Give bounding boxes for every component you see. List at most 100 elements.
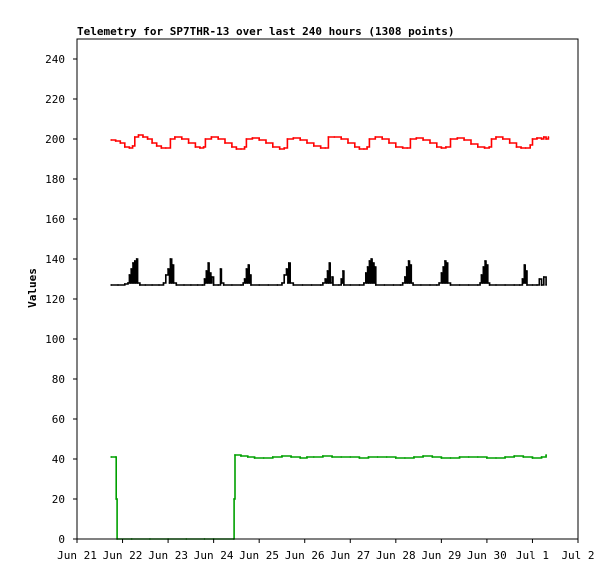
data-point — [190, 284, 192, 286]
data-point — [281, 282, 283, 284]
data-point — [444, 260, 446, 262]
data-point — [276, 284, 279, 286]
data-point — [160, 147, 163, 149]
data-point — [488, 146, 491, 148]
data-point — [131, 282, 134, 284]
data-point — [170, 282, 173, 284]
data-point — [479, 282, 481, 284]
data-point — [172, 282, 175, 284]
data-point — [220, 282, 223, 284]
data-point — [319, 284, 322, 286]
data-point — [319, 147, 322, 149]
data-point — [151, 142, 154, 144]
x-tick-label: Jun 30 — [467, 549, 507, 562]
data-point — [144, 284, 147, 286]
x-tick-label: Jun 26 — [285, 549, 325, 562]
data-point — [440, 147, 443, 149]
data-point — [283, 147, 286, 149]
data-point — [205, 270, 208, 272]
data-point — [495, 457, 497, 459]
y-tick-label: 100 — [45, 333, 65, 346]
data-point — [531, 138, 534, 140]
data-point — [501, 138, 504, 140]
data-point — [545, 138, 547, 140]
data-point — [246, 282, 249, 284]
data-point — [110, 456, 113, 458]
data-point — [234, 454, 236, 456]
x-tick-label: Jun 24 — [194, 549, 234, 562]
data-point — [483, 147, 486, 149]
data-point — [529, 144, 532, 146]
data-point — [536, 284, 538, 286]
y-tick-label: 140 — [45, 253, 65, 266]
data-point — [449, 138, 452, 140]
data-point — [164, 274, 167, 276]
data-point — [240, 148, 242, 150]
data-point — [340, 278, 343, 280]
data-point — [133, 136, 136, 138]
data-point — [310, 284, 313, 286]
data-point — [406, 147, 409, 149]
data-point — [486, 264, 488, 266]
data-point — [438, 282, 440, 284]
y-tick-label: 20 — [52, 493, 65, 506]
data-point — [367, 282, 370, 284]
data-point — [136, 282, 139, 284]
data-point — [327, 282, 330, 284]
data-point — [508, 142, 511, 144]
data-point — [540, 138, 543, 140]
data-point — [137, 134, 140, 136]
data-point — [202, 146, 205, 148]
data-point — [441, 282, 444, 284]
data-point — [406, 282, 409, 284]
data-point — [196, 284, 199, 286]
data-point — [130, 268, 133, 270]
data-point — [374, 284, 377, 286]
data-point — [482, 266, 485, 268]
data-point — [117, 284, 119, 286]
x-tick-label: Jun 21 — [57, 549, 97, 562]
data-point — [329, 282, 332, 284]
y-tick-label: 60 — [52, 413, 65, 426]
data-point — [407, 260, 410, 262]
data-point — [445, 282, 447, 284]
data-point — [207, 262, 210, 264]
data-point — [128, 147, 131, 149]
data-point — [244, 282, 247, 284]
data-point — [133, 260, 136, 262]
x-tick-label: Jun 28 — [376, 549, 416, 562]
data-point — [210, 276, 213, 278]
data-point — [180, 138, 183, 140]
data-point — [162, 282, 165, 284]
data-point — [364, 272, 367, 274]
data-point — [290, 456, 292, 458]
data-point — [353, 146, 356, 148]
data-point — [155, 145, 158, 147]
data-point — [212, 284, 215, 286]
data-point — [285, 268, 288, 270]
data-point — [422, 455, 424, 457]
data-point — [306, 142, 308, 144]
data-point — [521, 278, 524, 280]
data-point — [312, 456, 315, 458]
data-point — [324, 147, 327, 149]
data-point — [258, 139, 261, 141]
data-point — [363, 148, 365, 150]
data-point — [467, 456, 470, 458]
data-point — [322, 282, 324, 284]
y-tick-label: 200 — [45, 133, 65, 146]
data-point — [281, 455, 283, 457]
y-tick-label: 80 — [52, 373, 65, 386]
data-point — [292, 284, 295, 286]
data-point — [484, 260, 486, 262]
data-point — [392, 284, 395, 286]
y-axis-label: Values — [26, 268, 39, 308]
y-axis: 0 20 40 60 80 100 120 140 160 180 200 220 240 — [45, 53, 77, 546]
data-point — [504, 456, 506, 458]
data-point — [331, 456, 333, 458]
data-point — [167, 268, 170, 270]
data-point — [435, 284, 438, 286]
data-point — [134, 282, 137, 284]
data-point — [542, 276, 545, 278]
data-point — [342, 270, 344, 272]
